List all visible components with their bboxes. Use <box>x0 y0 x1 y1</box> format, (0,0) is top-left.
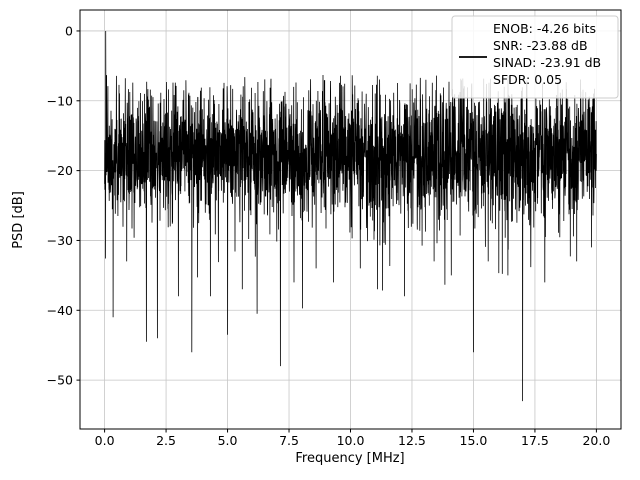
x-tick-label: 15.0 <box>460 433 488 448</box>
legend-entry-sinad: SINAD: -23.91 dB <box>493 55 601 70</box>
x-tick-label: 17.5 <box>521 433 549 448</box>
y-tick-label: −20 <box>47 163 73 178</box>
x-tick-label: 0.0 <box>95 433 115 448</box>
axis-ticks: 0.0 2.5 5.0 7.5 10.0 12.5 15.0 17.5 20.0 0 −10 −20 −… <box>47 23 611 448</box>
psd-trace <box>104 30 597 402</box>
x-tick-label: 5.0 <box>218 433 238 448</box>
legend-box <box>451 15 619 99</box>
y-tick-label: 0 <box>65 23 73 38</box>
x-tick-label: 20.0 <box>582 433 610 448</box>
y-axis-label: PSD [dB] <box>11 191 26 249</box>
y-tick-label: −10 <box>47 93 73 108</box>
y-tick-label: −50 <box>47 373 73 388</box>
x-axis-label: Frequency [MHz] <box>295 451 404 466</box>
x-tick-label: 2.5 <box>156 433 176 448</box>
y-tick-label: −30 <box>47 233 73 248</box>
x-tick-label: 12.5 <box>398 433 426 448</box>
legend: ENOB: -4.26 bits SNR: -23.88 dB SINAD: -… <box>451 15 619 99</box>
x-tick-label: 10.0 <box>337 433 365 448</box>
legend-entry-sfdr: SFDR: 0.05 <box>493 72 562 87</box>
legend-entry-enob: ENOB: -4.26 bits <box>493 21 596 36</box>
y-tick-label: −40 <box>47 303 73 318</box>
legend-entry-snr: SNR: -23.88 dB <box>493 38 588 53</box>
x-tick-label: 7.5 <box>279 433 299 448</box>
